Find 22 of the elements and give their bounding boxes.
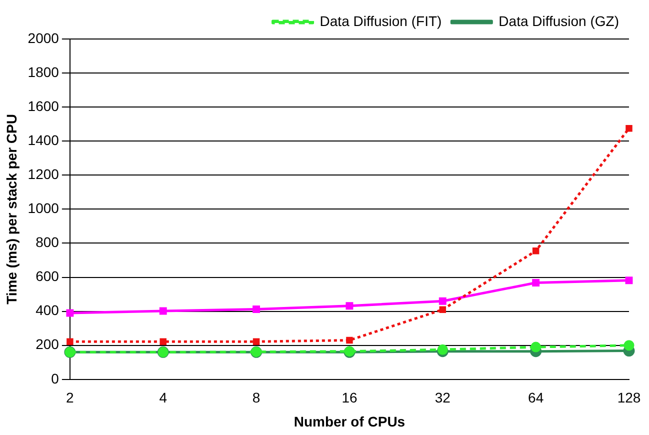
y-tick-label: 800 — [36, 234, 60, 250]
y-tick-label: 200 — [36, 336, 60, 352]
x-tick-label: 16 — [342, 390, 358, 406]
x-tick-label: 64 — [528, 390, 544, 406]
x-tick-label: 2 — [66, 390, 74, 406]
y-tick-label: 600 — [36, 268, 60, 284]
y-tick-label: 2000 — [28, 30, 60, 46]
y-tick-label: 1800 — [28, 64, 60, 80]
y-tick-label: 0 — [51, 370, 60, 386]
legend-label: Data Diffusion (GZ) — [498, 12, 620, 29]
x-tick-label: 128 — [617, 390, 641, 406]
x-tick-label: 4 — [159, 390, 168, 406]
y-tick-label: 1000 — [28, 200, 60, 216]
y-tick-label: 1600 — [28, 98, 60, 114]
y-tick-label: 1400 — [28, 132, 60, 148]
x-axis-title: Number of CPUs — [294, 413, 406, 430]
legend-label: Data Diffusion (FIT) — [320, 12, 442, 29]
y-axis-title: Time (ms) per stack per CPU — [3, 114, 20, 304]
x-tick-label: 32 — [434, 390, 451, 406]
y-tick-label: 1200 — [28, 166, 60, 182]
y-tick-label: 400 — [36, 302, 60, 318]
x-tick-label: 8 — [252, 390, 260, 406]
